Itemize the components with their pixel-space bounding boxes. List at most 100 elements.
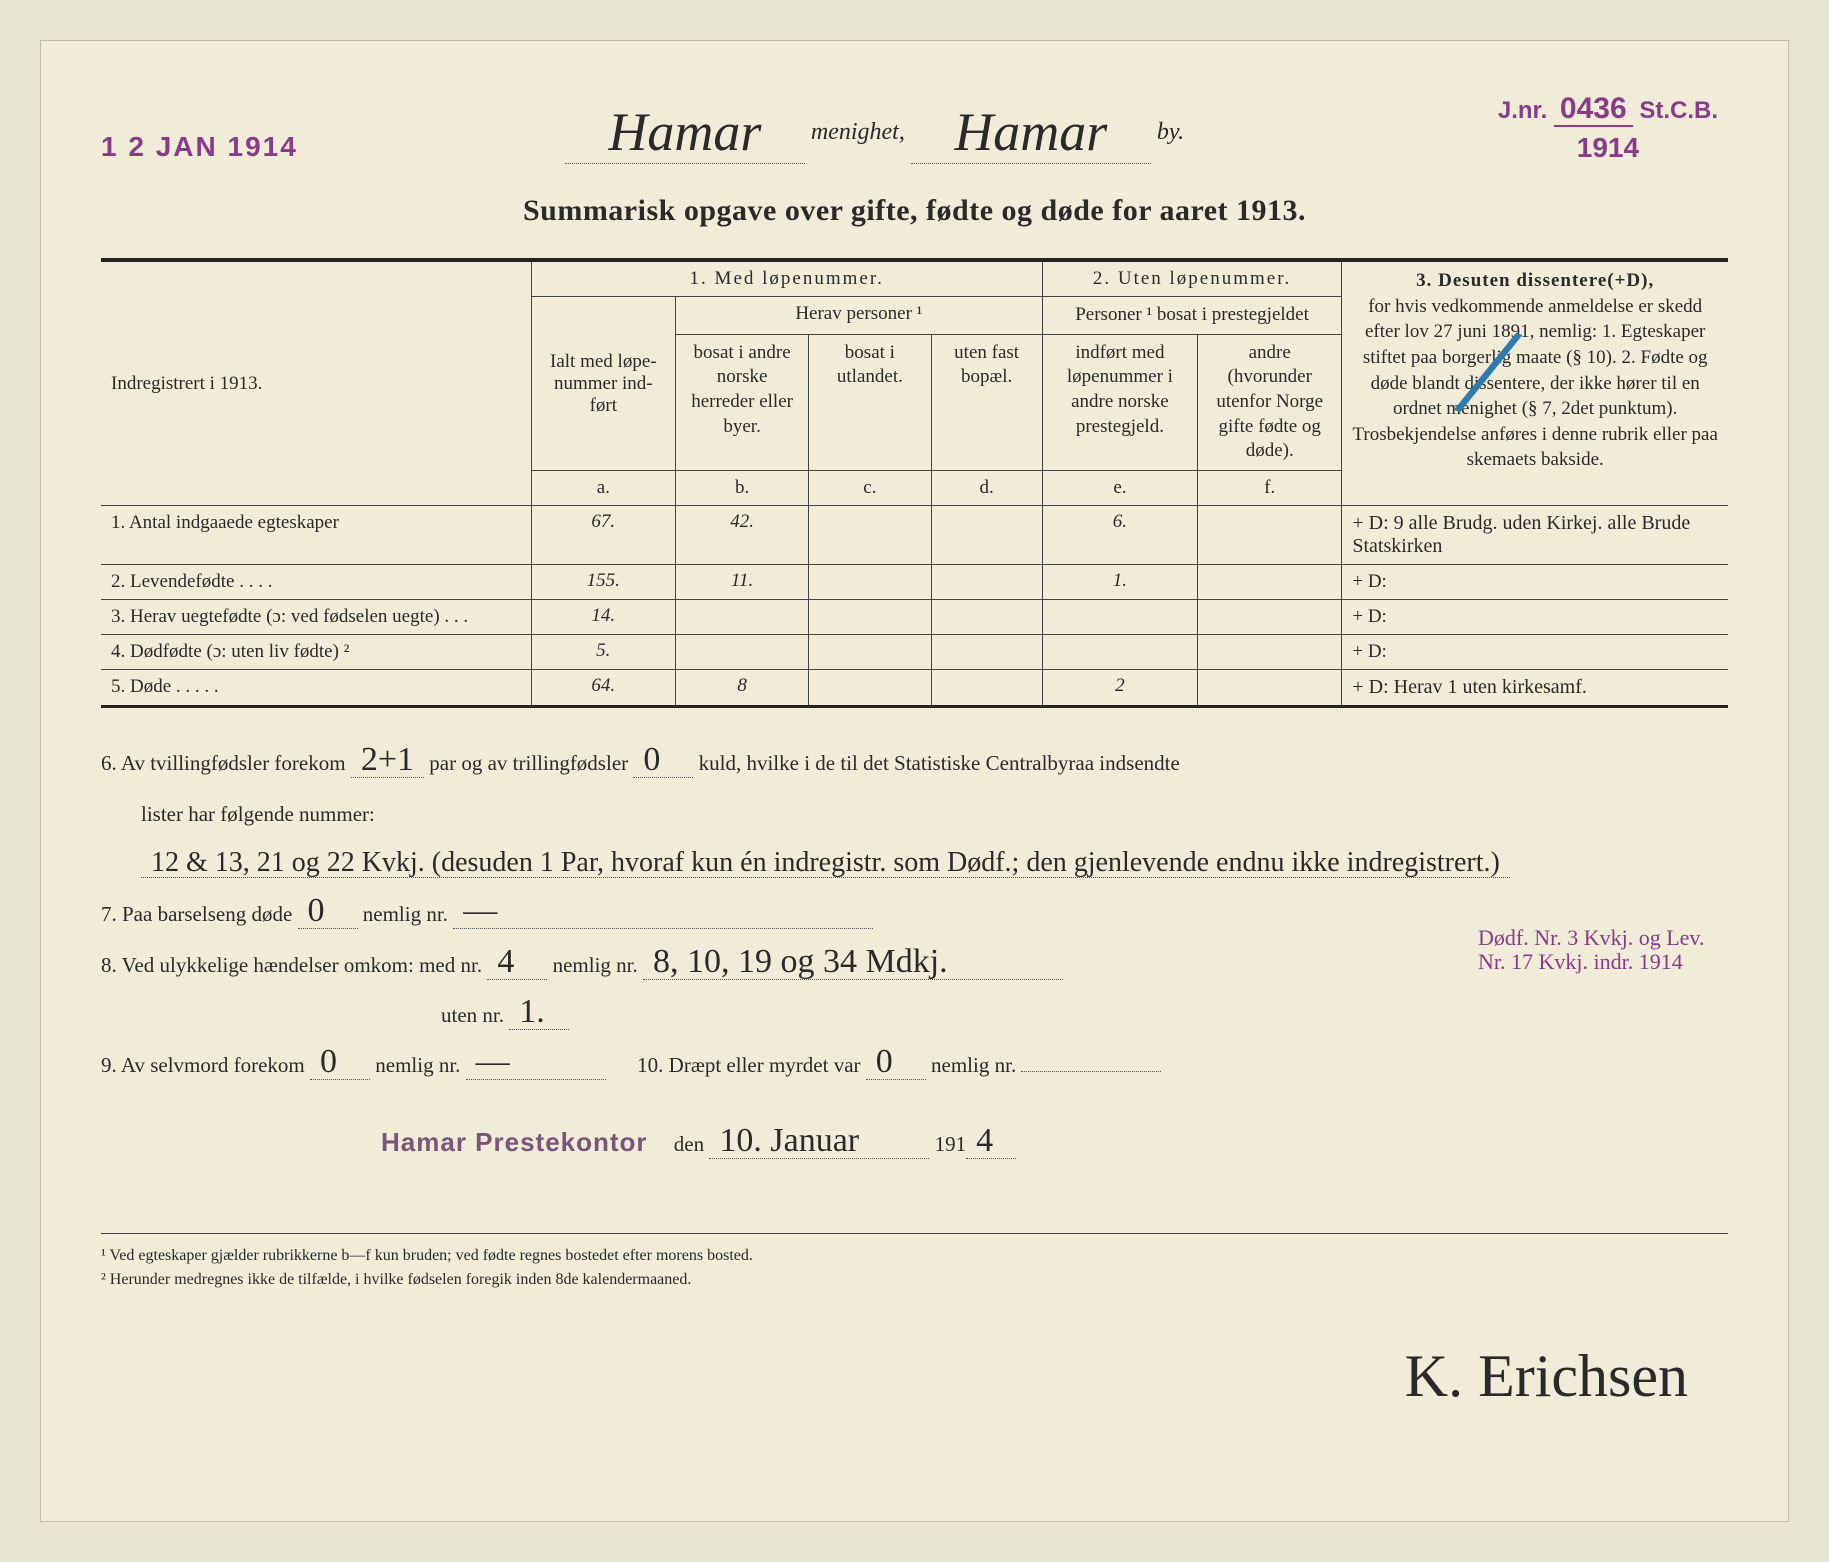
signature: K. Erichsen xyxy=(1405,1342,1688,1411)
maternal-deaths: 0 xyxy=(298,894,358,929)
row5-a: 64. xyxy=(531,670,675,707)
footnote-2: ² Herunder medregnes ikke de tilfælde, i… xyxy=(101,1268,1728,1292)
by-label: by. xyxy=(1157,119,1184,145)
row2-d xyxy=(931,565,1042,600)
row1-b: 42. xyxy=(675,506,808,565)
row4-c xyxy=(809,635,931,670)
row1-f xyxy=(1198,506,1342,565)
col-d-header: uten fast bopæl. xyxy=(931,334,1042,470)
letter-b: b. xyxy=(675,471,808,506)
city-name: Hamar xyxy=(911,101,1151,164)
footnote-1: ¹ Ved egteskaper gjælder rubrikkerne b—f… xyxy=(101,1244,1728,1268)
murder-count: 0 xyxy=(866,1045,926,1080)
row4-label: 4. Dødfødte (ɔ: uten liv fødte) ² xyxy=(101,635,531,670)
parish-name: Hamar xyxy=(565,101,805,164)
row4-d xyxy=(931,635,1042,670)
journal-number-stamp: J.nr. 0436 St.C.B. 1914 xyxy=(1498,91,1718,165)
letter-f: f. xyxy=(1198,471,1342,506)
row5-dissenter: + D: Herav 1 uten kirkesamf. xyxy=(1342,670,1728,707)
date-signature-line: Hamar Prestekontor den 10. Januar 1914 xyxy=(101,1111,1728,1173)
col-f-header: andre (hvorunder utenfor Norge gifte fød… xyxy=(1198,334,1342,470)
sign-year-suffix: 4 xyxy=(966,1124,1016,1159)
row2-a: 155. xyxy=(531,565,675,600)
letter-e: e. xyxy=(1042,471,1197,506)
received-date-stamp: 1 2 JAN 1914 xyxy=(101,131,298,163)
row3-dissenter: + D: xyxy=(1342,600,1728,635)
line-8b: uten nr. 1. xyxy=(101,990,1728,1040)
purple-margin-note: Dødf. Nr. 3 Kvkj. og Lev. Nr. 17 Kvkj. i… xyxy=(1478,926,1718,974)
row5-e: 2 xyxy=(1042,670,1197,707)
row4-e xyxy=(1042,635,1197,670)
row3-e xyxy=(1042,600,1197,635)
row3-d xyxy=(931,600,1042,635)
row2-c xyxy=(809,565,931,600)
jnr-number: 0436 xyxy=(1554,92,1633,127)
sign-date: 10. Januar xyxy=(709,1124,929,1159)
line-6b: lister har følgende nummer: 12 & 13, 21 … xyxy=(101,789,1728,890)
row2-e: 1. xyxy=(1042,565,1197,600)
row3-a: 14. xyxy=(531,600,675,635)
row5-c xyxy=(809,670,931,707)
row2-label: 2. Levendefødte . . . . xyxy=(101,565,531,600)
form-title: Summarisk opgave over gifte, fødte og dø… xyxy=(101,194,1728,228)
row1-a: 67. xyxy=(531,506,675,565)
office-stamp: Hamar Prestekontor xyxy=(381,1127,648,1157)
row2-b: 11. xyxy=(675,565,808,600)
row2-f xyxy=(1198,565,1342,600)
line-9-10: 9. Av selvmord forekom 0 nemlig nr. — 10… xyxy=(101,1040,1728,1090)
col-b-header: bosat i andre norske herreder eller byer… xyxy=(675,334,808,470)
maternal-deaths-nr: — xyxy=(453,894,873,929)
letter-c: c. xyxy=(809,471,931,506)
row-3: 3. Herav uegtefødte (ɔ: ved fødselen ueg… xyxy=(101,600,1728,635)
header-line: Hamar menighet, Hamar by. xyxy=(101,101,1728,164)
col-a-header: Ialt med løpe-nummer ind-ført xyxy=(531,297,675,471)
row3-f xyxy=(1198,600,1342,635)
row5-d xyxy=(931,670,1042,707)
row-5: 5. Døde . . . . . 64. 8 2 + D: Herav 1 u… xyxy=(101,670,1728,707)
sec3-header: 3. Desuten dissentere(+D), for hvis vedk… xyxy=(1342,260,1728,506)
accidents-uten-nr: 1. xyxy=(509,995,569,1030)
row3-b xyxy=(675,600,808,635)
menighet-label: menighet, xyxy=(811,119,905,145)
row2-dissenter: + D: xyxy=(1342,565,1728,600)
letter-a: a. xyxy=(531,471,675,506)
row-4: 4. Dødfødte (ɔ: uten liv fødte) ² 5. + D… xyxy=(101,635,1728,670)
row1-e: 6. xyxy=(1042,506,1197,565)
sec2-header: 2. Uten løpenummer. xyxy=(1042,260,1342,297)
col-e-header: indført med løpenummer i andre norske pr… xyxy=(1042,334,1197,470)
row4-dissenter: + D: xyxy=(1342,635,1728,670)
murder-nr xyxy=(1021,1071,1161,1072)
row-2: 2. Levendefødte . . . . 155. 11. 1. + D: xyxy=(101,565,1728,600)
triplets-count: 0 xyxy=(633,743,693,778)
suicide-count: 0 xyxy=(310,1045,370,1080)
accidents-count: 4 xyxy=(487,945,547,980)
row5-f xyxy=(1198,670,1342,707)
row3-label: 3. Herav uegtefødte (ɔ: ved fødselen ueg… xyxy=(101,600,531,635)
herav-header: Herav personer ¹ xyxy=(675,297,1042,335)
jnr-label: J.nr. xyxy=(1498,97,1547,124)
form-page: 1 2 JAN 1914 J.nr. 0436 St.C.B. 1914 / H… xyxy=(40,40,1789,1522)
footnotes: ¹ Ved egteskaper gjælder rubrikkerne b—f… xyxy=(101,1233,1728,1292)
jnr-year: 1914 xyxy=(1498,131,1718,165)
sec2-sub: Personer ¹ bosat i prestegjeldet xyxy=(1042,297,1342,335)
header-row-1: Indregistrert i 1913. 1. Med løpenummer.… xyxy=(101,260,1728,297)
row5-b: 8 xyxy=(675,670,808,707)
letter-d: d. xyxy=(931,471,1042,506)
row1-d xyxy=(931,506,1042,565)
row4-b xyxy=(675,635,808,670)
twins-numbers: 12 & 13, 21 og 22 Kvkj. (desuden 1 Par, … xyxy=(141,849,1510,878)
sec1-header: 1. Med løpenummer. xyxy=(531,260,1042,297)
row3-c xyxy=(809,600,931,635)
row4-a: 5. xyxy=(531,635,675,670)
main-table: Indregistrert i 1913. 1. Med løpenummer.… xyxy=(101,258,1728,708)
accidents-nrs: 8, 10, 19 og 34 Mdkj. xyxy=(643,945,1063,980)
line-6: 6. Av tvillingfødsler forekom 2+1 par og… xyxy=(101,738,1728,788)
row1-c xyxy=(809,506,931,565)
row5-label: 5. Døde . . . . . xyxy=(101,670,531,707)
col-c-header: bosat i utlandet. xyxy=(809,334,931,470)
row-1: 1. Antal indgaaede egteskaper 67. 42. 6.… xyxy=(101,506,1728,565)
row1-dissenter: + D: 9 alle Brudg. uden Kirkej. alle Bru… xyxy=(1342,506,1728,565)
twins-count: 2+1 xyxy=(351,743,424,778)
row1-label: 1. Antal indgaaede egteskaper xyxy=(101,506,531,565)
jnr-suffix: St.C.B. xyxy=(1639,97,1718,124)
